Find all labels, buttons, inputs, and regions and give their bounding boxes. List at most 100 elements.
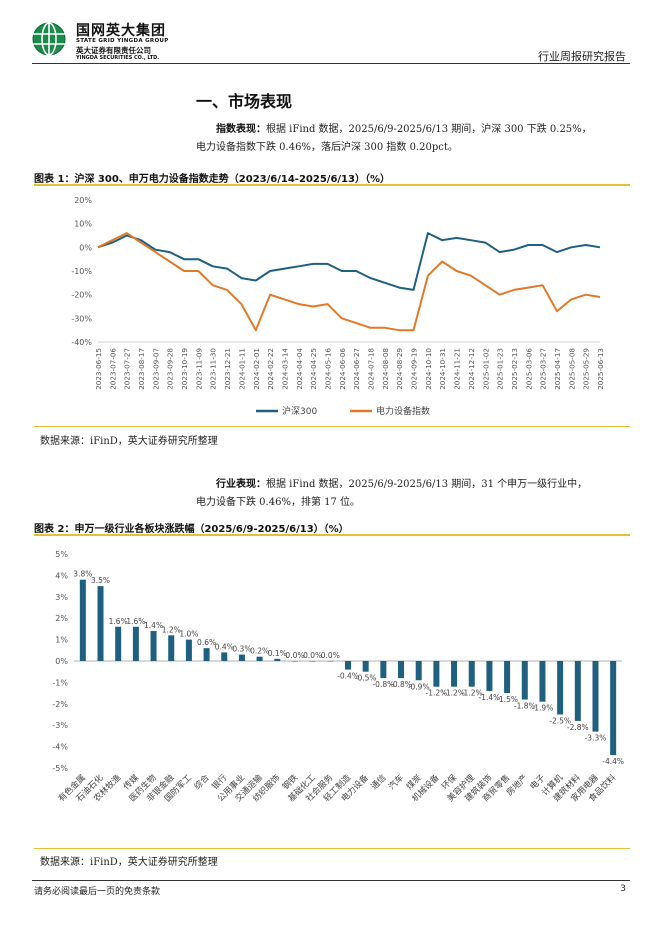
figure-2-source: 数据来源：iFinD，英大证券研究所整理	[40, 857, 218, 868]
x-tick-label: 2023-08-17	[137, 348, 146, 390]
data-label: -1.2%	[461, 689, 483, 698]
paragraph-lead: 指数表现：	[216, 124, 266, 135]
y-tick-label: -20%	[71, 291, 92, 300]
figure-1-title: 图表 1：沪深 300、申万电力设备指数走势（2023/6/14-2025/6/…	[34, 174, 390, 185]
bar	[291, 661, 298, 662]
company-name: 英大证券有限责任公司	[76, 46, 151, 55]
section-title: 一、市场表现	[196, 92, 293, 111]
data-label: -0.5%	[355, 674, 377, 683]
x-tick-label: 2024-10-10	[424, 348, 433, 390]
data-label: 1.4%	[144, 621, 163, 630]
data-label: 0.4%	[215, 642, 234, 651]
data-label: -1.2%	[426, 689, 448, 698]
bar	[486, 661, 493, 691]
y-tick-label: -5%	[52, 764, 68, 773]
bar	[468, 661, 475, 687]
disclaimer-text: 请务必阅读最后一页的免责条款	[34, 887, 161, 897]
data-label: -0.8%	[390, 680, 412, 689]
x-tick-label: 2024-11-21	[453, 348, 462, 390]
bar	[274, 658, 281, 661]
data-label: 0.1%	[268, 649, 287, 658]
figure-2-title: 图表 2：申万一级行业各板块涨跌幅（2025/6/9-2025/6/13）（%）	[34, 524, 349, 535]
x-tick-label: 2025-01-23	[496, 348, 505, 390]
series-line-power-equipment	[97, 232, 601, 332]
figure-1-bottom-rule	[34, 426, 630, 427]
figure-2-bottom-rule	[34, 848, 630, 849]
y-tick-label: -40%	[71, 338, 92, 347]
industry-performance-paragraph: 行业表现：根据 iFind 数据，2025/6/9-2025/6/13 期间，3…	[196, 476, 628, 512]
header-divider	[32, 63, 630, 64]
footer-divider	[32, 880, 630, 881]
data-label: -1.8%	[514, 702, 536, 711]
x-tick-label: 2024-09-19	[410, 348, 419, 390]
y-tick-label: 5%	[55, 550, 68, 559]
y-tick-label: -2%	[52, 700, 68, 709]
data-label: -2.5%	[549, 717, 571, 726]
x-tick-label: 2024-01-11	[237, 348, 246, 390]
data-label: -0.8%	[372, 680, 394, 689]
bar	[415, 661, 422, 681]
x-tick-label: 2025-05-29	[582, 348, 591, 390]
category-label: 综合	[192, 772, 212, 792]
x-tick-label: 2024-08-29	[395, 348, 404, 390]
data-label: 0.0%	[321, 651, 340, 660]
x-tick-label: 2024-07-18	[367, 348, 376, 390]
bar	[221, 652, 228, 661]
y-tick-label: -3%	[52, 721, 68, 730]
data-label: 0.0%	[303, 651, 322, 660]
x-tick-label: 2025-03-27	[539, 348, 548, 390]
legend-label: 电力设备指数	[376, 405, 430, 417]
data-label: 1.0%	[179, 630, 198, 639]
data-label: -2.8%	[567, 723, 589, 732]
x-tick-label: 2024-06-27	[352, 348, 361, 390]
x-tick-label: 2025-04-17	[553, 348, 562, 390]
y-tick-label: 4%	[55, 571, 68, 580]
page-number: 3	[620, 884, 626, 894]
data-label: -1.5%	[496, 695, 518, 704]
y-tick-label: 2%	[55, 614, 68, 623]
bar	[132, 626, 139, 661]
x-tick-label: 2023-12-21	[223, 348, 232, 390]
x-tick-label: 2025-05-08	[567, 348, 576, 390]
bar	[610, 661, 617, 756]
x-tick-label: 2024-04-25	[309, 348, 318, 390]
paragraph-text: 根据 iFind 数据，2025/6/9-2025/6/13 期间，沪深 300…	[266, 124, 592, 135]
y-tick-label: -30%	[71, 314, 92, 323]
bar	[451, 661, 458, 687]
company-logo-icon	[32, 22, 66, 56]
bar	[433, 661, 440, 687]
brand-name: 国网英大集团	[76, 23, 166, 39]
report-type: 行业周报研究报告	[538, 50, 626, 63]
data-label: 0.3%	[232, 645, 251, 654]
bar	[238, 654, 245, 661]
x-tick-label: 2024-08-08	[381, 348, 390, 390]
data-label: -0.9%	[408, 682, 430, 691]
bar	[539, 661, 546, 702]
x-tick-label: 2023-11-30	[209, 348, 218, 390]
bar	[504, 661, 511, 694]
x-tick-label: 2025-06-13	[596, 348, 605, 390]
bar	[345, 661, 351, 670]
x-tick-label: 2024-04-04	[295, 348, 304, 390]
x-tick-label: 2024-05-16	[323, 348, 332, 390]
x-tick-label: 2023-06-15	[94, 348, 103, 390]
y-tick-label: 10%	[74, 220, 92, 229]
bar	[256, 656, 263, 661]
data-label: 1.6%	[109, 617, 128, 626]
brand-name-en: STATE GRID YINGDA GROUP	[76, 38, 169, 44]
paragraph-lead: 行业表现：	[216, 479, 266, 490]
figure-1-source: 数据来源：iFinD，英大证券研究所整理	[40, 436, 218, 447]
y-tick-label: 0%	[79, 243, 92, 252]
data-label: 0.6%	[197, 638, 216, 647]
bar	[398, 661, 405, 679]
y-tick-label: 1%	[55, 636, 68, 645]
y-tick-label: -1%	[52, 678, 68, 687]
data-label: 1.6%	[126, 617, 145, 626]
data-label: -0.4%	[337, 672, 359, 681]
x-tick-label: 2024-02-01	[252, 348, 261, 390]
bar	[380, 661, 387, 679]
category-label: 通信	[369, 772, 389, 792]
series-line-hs300	[97, 232, 601, 291]
data-label: 0.2%	[250, 647, 269, 656]
bar	[574, 661, 581, 721]
